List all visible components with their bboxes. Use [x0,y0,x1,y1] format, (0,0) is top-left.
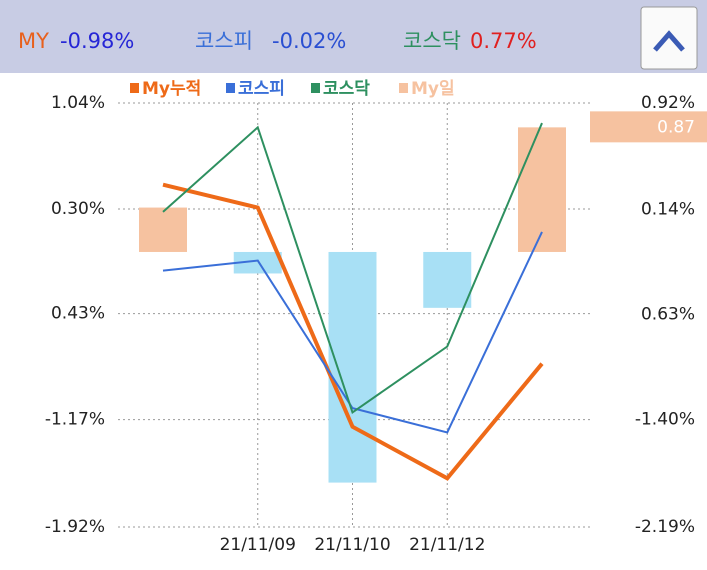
line [162,122,543,414]
y2-tick-label: 0.63% [641,304,695,324]
bar [518,127,566,252]
line [162,182,544,481]
summary-value: -0.98% [60,29,134,53]
button-box[interactable] [640,6,698,70]
legend-swatch [311,83,320,93]
legend-label: My일 [411,79,455,99]
chevron-icon[interactable] [653,30,685,52]
legend-label: 코스피 [238,79,285,99]
y2-tick-label: 0.92% [641,93,695,113]
y2-tick-label: 0.14% [641,199,695,219]
collapse-button[interactable] [640,6,698,70]
summary-value: -0.02% [272,29,346,53]
legend-label: My누적 [142,79,201,99]
summary-name: MY [18,29,49,53]
legend-label: 코스닥 [323,79,370,99]
y2-tick-label: -1.40% [635,409,695,429]
legend-swatch [226,83,235,93]
x-tick-label: 21/11/10 [314,535,390,555]
header-bar [0,0,707,73]
y-tick-label: -1.17% [45,410,105,430]
summary-name: 코스피 [195,29,253,53]
y-tick-label: 1.04% [51,93,105,113]
bar [233,251,282,274]
summary-name: 코스닥 [403,29,461,53]
x-tick-label: 21/11/09 [220,535,296,555]
x-tick-label: 21/11/12 [409,535,485,555]
y2-tick-label: -2.19% [635,517,695,537]
legend-swatch [399,83,408,93]
y-tick-label: 0.43% [51,304,105,324]
bar [139,207,187,252]
bar [423,251,472,308]
value-label-box [590,111,707,143]
y-tick-label: 0.30% [51,199,105,219]
line [162,231,543,434]
legend-swatch [130,83,139,93]
value-label: 0.87 [657,117,695,137]
bar [328,251,377,483]
summary-value: 0.77% [470,29,537,53]
y-tick-label: -1.92% [45,517,105,537]
